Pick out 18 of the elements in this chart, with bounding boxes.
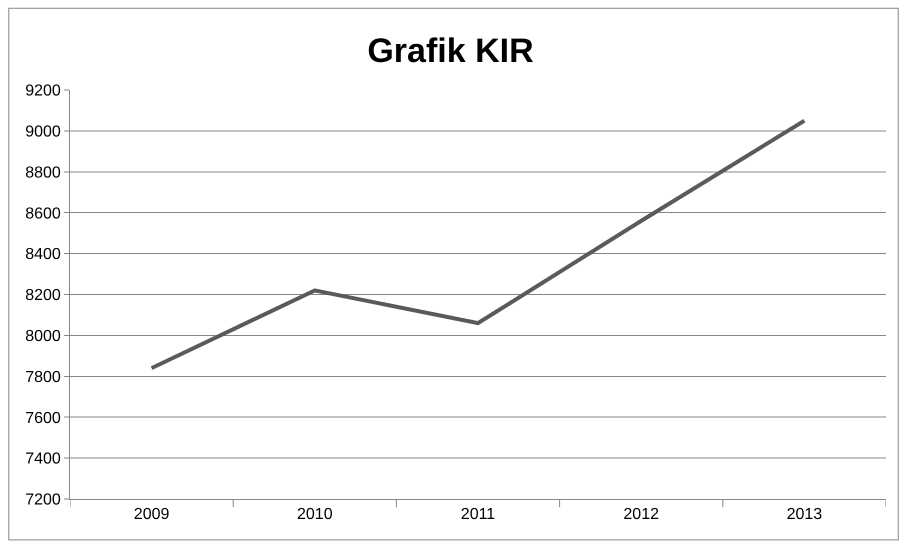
chart-title: Grafik KIR xyxy=(367,32,534,70)
y-tick-label: 7200 xyxy=(25,492,61,509)
line-series xyxy=(150,118,806,370)
x-tick-label: 2011 xyxy=(460,506,496,524)
y-tick-label: 8000 xyxy=(25,328,61,345)
y-tick-label: 8600 xyxy=(25,205,61,222)
x-tick-label: 2009 xyxy=(134,506,170,524)
y-tick-label: 9000 xyxy=(25,124,61,140)
y-tick-label: 8800 xyxy=(25,164,61,182)
y-tick-label: 8400 xyxy=(25,246,61,264)
y-tick-label: 7600 xyxy=(25,410,61,427)
y-tick-label: 8200 xyxy=(25,287,61,304)
y-tick-label: 7400 xyxy=(25,450,61,468)
x-tick-label: 2010 xyxy=(297,506,333,524)
x-tick-label: 2013 xyxy=(786,506,822,524)
x-tick-label: 2012 xyxy=(623,506,660,524)
y-tick-label: 9200 xyxy=(25,82,61,100)
y-tick-label: 7800 xyxy=(25,368,61,386)
